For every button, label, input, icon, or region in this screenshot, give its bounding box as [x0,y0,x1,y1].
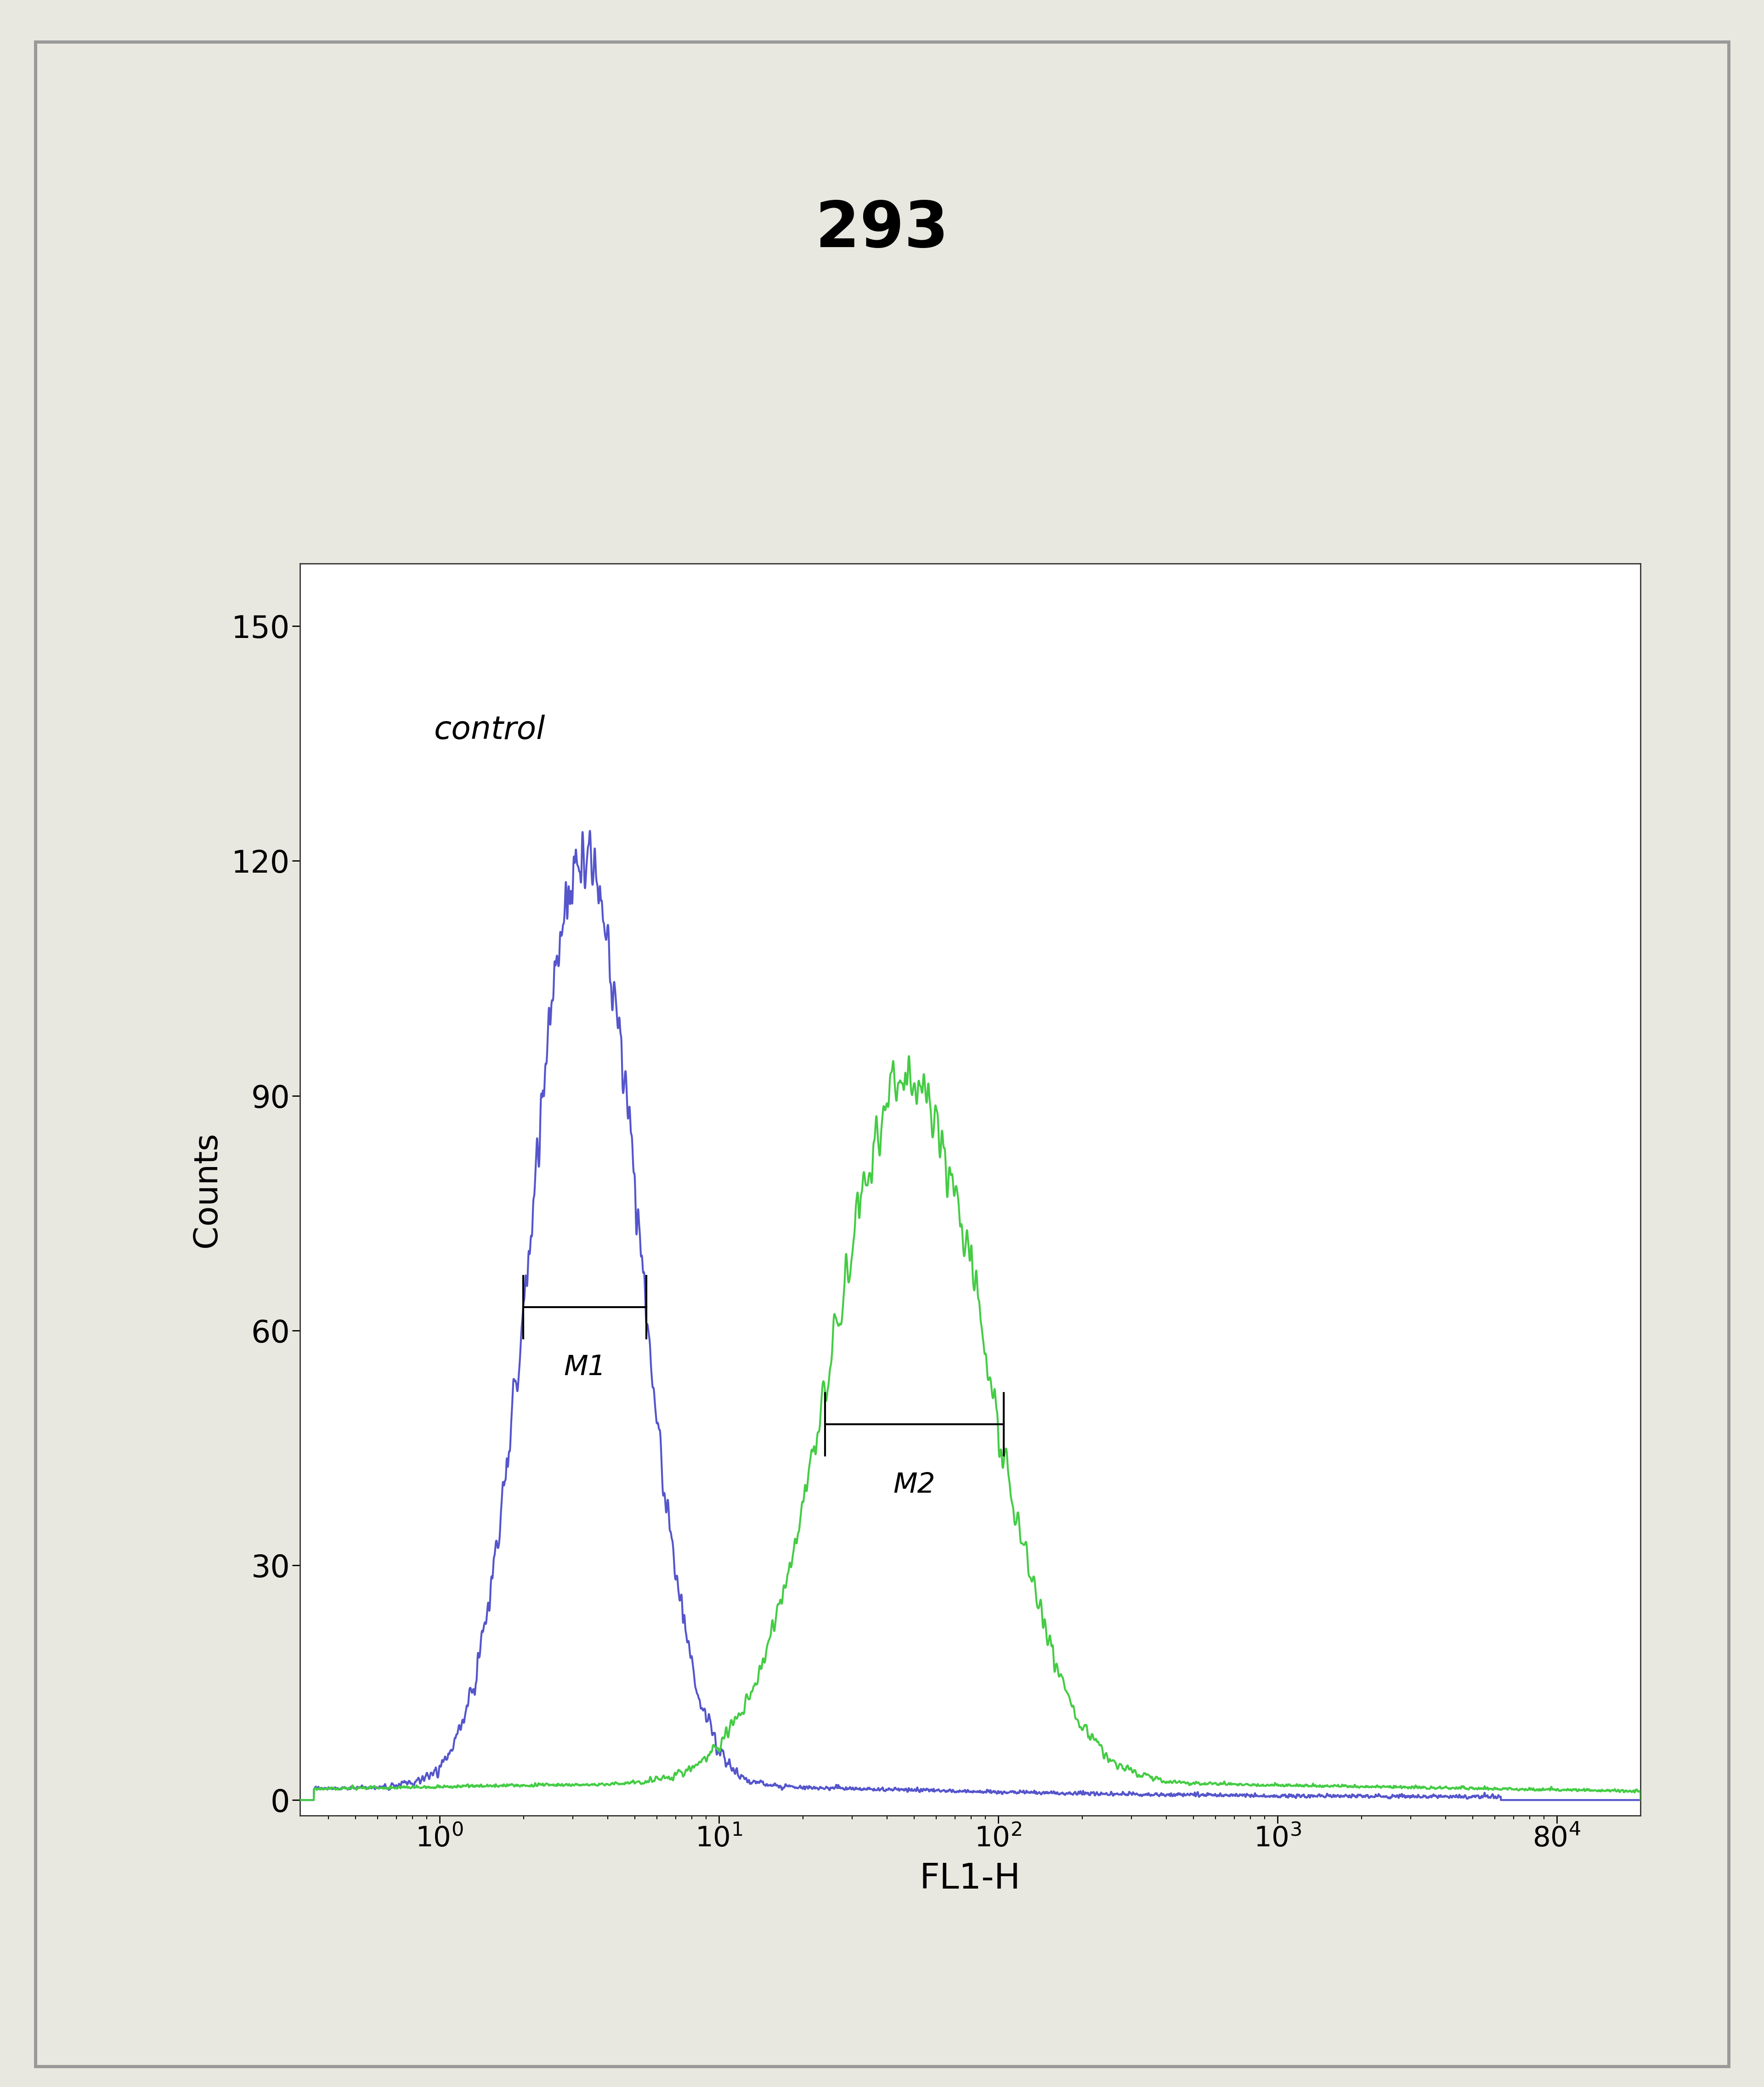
Y-axis label: Counts: Counts [191,1131,222,1248]
Text: control: control [434,714,545,745]
Text: M2: M2 [893,1471,935,1498]
X-axis label: FL1-H: FL1-H [919,1862,1021,1895]
Text: M1: M1 [564,1354,605,1382]
Text: 293: 293 [815,198,949,261]
